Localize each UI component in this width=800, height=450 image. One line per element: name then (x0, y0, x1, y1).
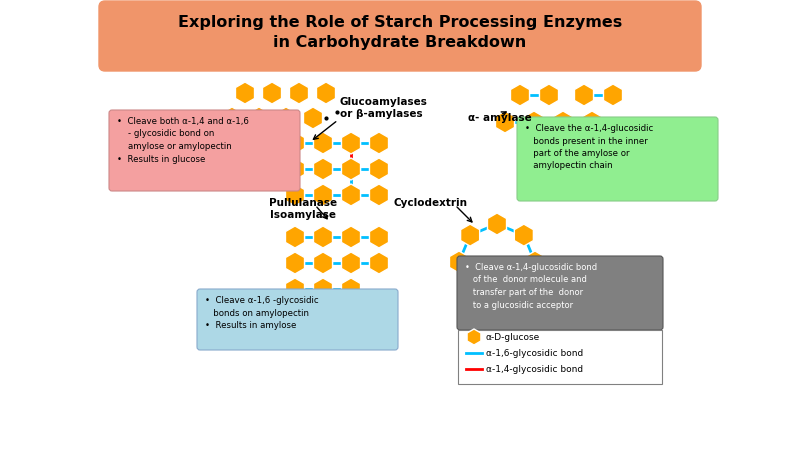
Polygon shape (342, 278, 361, 300)
Polygon shape (303, 107, 322, 129)
Polygon shape (370, 184, 389, 206)
Polygon shape (554, 139, 573, 161)
FancyBboxPatch shape (457, 256, 663, 330)
Text: α- amylase: α- amylase (468, 113, 532, 123)
Polygon shape (286, 278, 305, 300)
Polygon shape (574, 84, 594, 106)
FancyBboxPatch shape (109, 110, 300, 191)
Text: Glucoamylases
or β-amylases: Glucoamylases or β-amylases (340, 97, 428, 119)
Polygon shape (582, 111, 602, 133)
Text: •  Cleave the α-1,4-glucosidic
   bonds present in the inner
   part of the amyl: • Cleave the α-1,4-glucosidic bonds pres… (525, 124, 654, 171)
Polygon shape (370, 132, 389, 154)
Polygon shape (342, 252, 361, 274)
Polygon shape (277, 107, 295, 129)
FancyBboxPatch shape (99, 1, 701, 71)
Polygon shape (461, 224, 480, 246)
Polygon shape (370, 158, 389, 180)
Polygon shape (286, 252, 305, 274)
Polygon shape (510, 84, 530, 106)
Text: •  Cleave both α-1,4 and α-1,6
    - glycosidic bond on
    amylose or amylopect: • Cleave both α-1,4 and α-1,6 - glycosid… (117, 117, 249, 163)
Polygon shape (314, 132, 333, 154)
Polygon shape (539, 84, 558, 106)
Polygon shape (370, 226, 389, 248)
Polygon shape (526, 251, 545, 273)
FancyBboxPatch shape (458, 330, 662, 384)
Text: α-1,6-glycosidic bond: α-1,6-glycosidic bond (486, 348, 583, 357)
Polygon shape (450, 251, 469, 273)
Polygon shape (467, 329, 481, 345)
Polygon shape (250, 107, 269, 129)
Polygon shape (554, 111, 573, 133)
Polygon shape (314, 278, 333, 300)
Polygon shape (290, 82, 309, 104)
Polygon shape (317, 82, 335, 104)
Text: in Carbohydrate Breakdown: in Carbohydrate Breakdown (274, 36, 526, 50)
Polygon shape (262, 82, 282, 104)
FancyBboxPatch shape (197, 289, 398, 350)
Polygon shape (222, 107, 242, 129)
Text: Pullulanase
Isoamylase: Pullulanase Isoamylase (269, 198, 337, 220)
Text: Exploring the Role of Starch Processing Enzymes: Exploring the Role of Starch Processing … (178, 14, 622, 30)
Polygon shape (314, 158, 333, 180)
Polygon shape (603, 84, 622, 106)
Polygon shape (525, 139, 543, 161)
Polygon shape (286, 158, 305, 180)
Text: α-D-glucose: α-D-glucose (486, 333, 540, 342)
Polygon shape (235, 82, 254, 104)
Polygon shape (342, 184, 361, 206)
Polygon shape (314, 226, 333, 248)
Polygon shape (286, 184, 305, 206)
Polygon shape (342, 132, 361, 154)
FancyBboxPatch shape (517, 117, 718, 201)
Text: Cyclodextrin: Cyclodextrin (393, 198, 467, 208)
Polygon shape (286, 132, 305, 154)
Polygon shape (487, 289, 506, 311)
Polygon shape (514, 278, 534, 300)
Polygon shape (514, 224, 534, 246)
Polygon shape (370, 252, 389, 274)
Polygon shape (461, 278, 480, 300)
Polygon shape (342, 158, 361, 180)
Polygon shape (487, 213, 506, 235)
Text: •  Cleave α-1,4-glucosidic bond
   of the  donor molecule and
   transfer part o: • Cleave α-1,4-glucosidic bond of the do… (465, 263, 597, 310)
Polygon shape (495, 111, 514, 133)
Text: •  Cleave α-1,6 -glycosidic
   bonds on amylopectin
•  Results in amylose: • Cleave α-1,6 -glycosidic bonds on amyl… (205, 296, 318, 330)
Polygon shape (286, 226, 305, 248)
Polygon shape (314, 184, 333, 206)
Polygon shape (582, 139, 602, 161)
Polygon shape (342, 226, 361, 248)
Polygon shape (314, 252, 333, 274)
Text: α-1,4-glycosidic bond: α-1,4-glycosidic bond (486, 364, 583, 373)
Polygon shape (525, 111, 543, 133)
